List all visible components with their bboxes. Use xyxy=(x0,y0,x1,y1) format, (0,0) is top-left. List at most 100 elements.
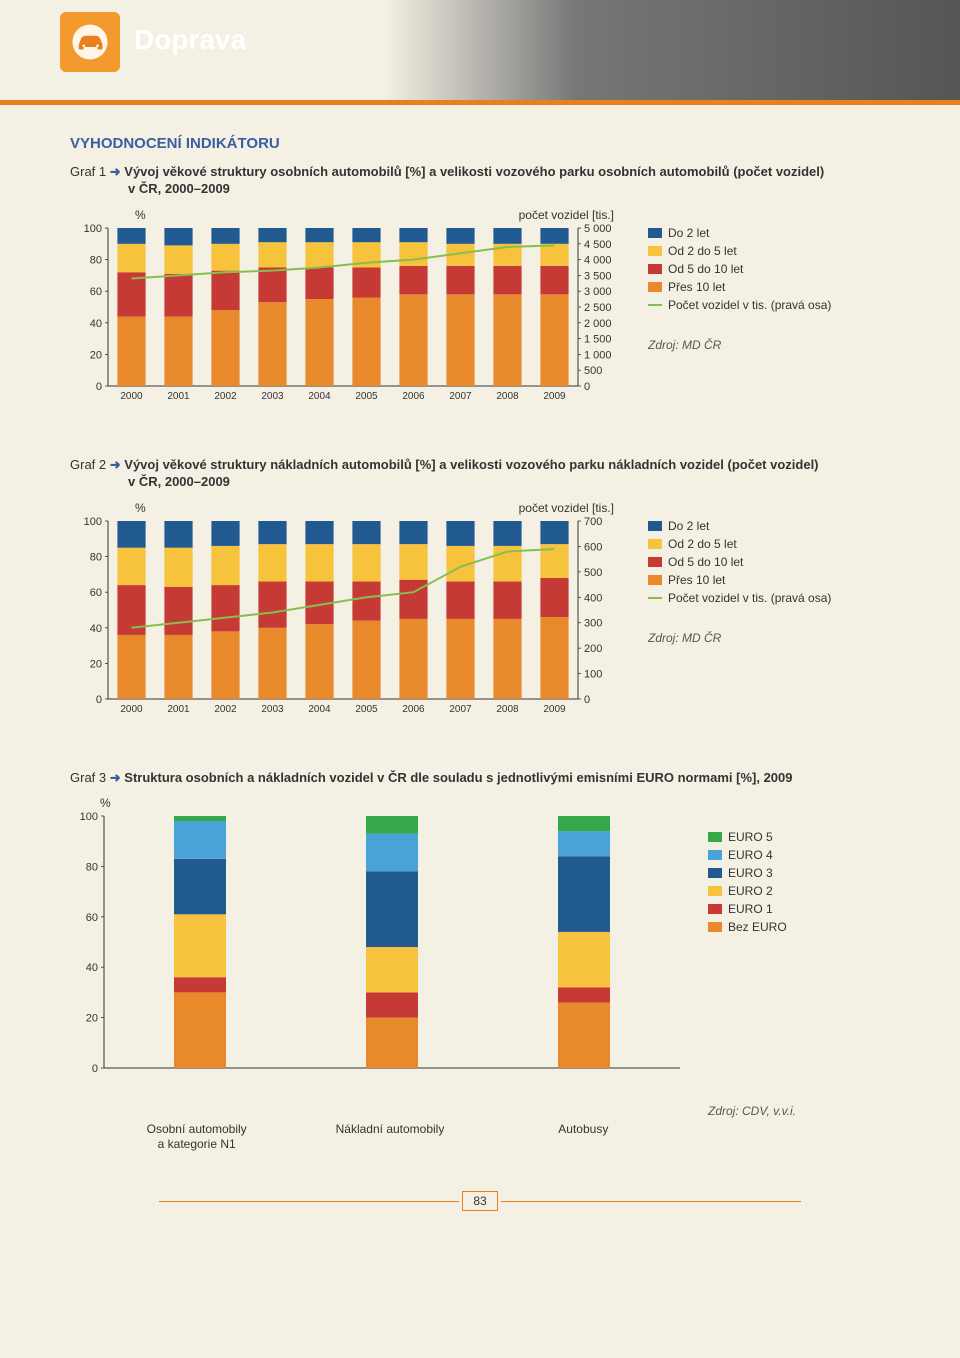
legend-item: Počet vozidel v tis. (pravá osa) xyxy=(648,298,890,312)
svg-text:2007: 2007 xyxy=(449,391,472,402)
legend-swatch xyxy=(708,832,722,842)
svg-text:60: 60 xyxy=(86,912,98,924)
legend-label: Od 2 do 5 let xyxy=(668,537,737,551)
legend-item: EURO 2 xyxy=(708,884,890,898)
svg-text:2007: 2007 xyxy=(449,704,472,715)
legend-item: Od 5 do 10 let xyxy=(648,555,890,569)
chart2-label: Graf 2 xyxy=(70,457,106,472)
chart3-x-label: Osobní automobilya kategorie N1 xyxy=(100,1122,293,1151)
svg-text:2001: 2001 xyxy=(167,391,190,402)
chart3-x-label: Nákladní automobily xyxy=(293,1122,486,1151)
svg-text:400: 400 xyxy=(584,592,602,604)
svg-text:2004: 2004 xyxy=(308,391,331,402)
legend-label: Přes 10 let xyxy=(668,573,725,587)
svg-text:600: 600 xyxy=(584,541,602,553)
svg-text:1 000: 1 000 xyxy=(584,349,612,361)
svg-text:3 500: 3 500 xyxy=(584,270,612,282)
svg-text:20: 20 xyxy=(86,1013,98,1025)
svg-text:500: 500 xyxy=(584,566,602,578)
car-icon xyxy=(60,12,120,72)
chart1-legend: Do 2 letOd 2 do 5 letOd 5 do 10 letPřes … xyxy=(630,226,890,352)
legend-swatch xyxy=(648,228,662,238)
legend-label: EURO 2 xyxy=(728,884,773,898)
arrow-icon: ➜ xyxy=(110,164,121,179)
svg-text:100: 100 xyxy=(84,224,102,235)
legend-item: Počet vozidel v tis. (pravá osa) xyxy=(648,591,890,605)
chart2-title: Vývoj věkové struktury nákladních automo… xyxy=(124,457,818,472)
legend-label: Počet vozidel v tis. (pravá osa) xyxy=(668,591,831,605)
svg-text:5 000: 5 000 xyxy=(584,224,612,235)
chart2-y-right-label: počet vozidel [tis.] xyxy=(519,501,620,515)
svg-text:2000: 2000 xyxy=(120,704,143,715)
page-number: 83 xyxy=(462,1191,497,1211)
svg-text:2003: 2003 xyxy=(261,391,284,402)
svg-text:2008: 2008 xyxy=(496,704,519,715)
chart2-wrap: % počet vozidel [tis.] 02040608010001002… xyxy=(70,501,890,720)
svg-text:2006: 2006 xyxy=(402,704,425,715)
svg-text:4 500: 4 500 xyxy=(584,239,612,251)
svg-text:80: 80 xyxy=(90,551,102,563)
legend-line-icon xyxy=(648,304,662,306)
legend-swatch xyxy=(648,539,662,549)
svg-text:2002: 2002 xyxy=(214,704,237,715)
svg-text:40: 40 xyxy=(86,963,98,975)
legend-item: Přes 10 let xyxy=(648,280,890,294)
chart3-title-line: Graf 3 ➜ Struktura osobních a nákladních… xyxy=(70,770,890,787)
page-footer: 83 xyxy=(0,1191,960,1223)
legend-item: Do 2 let xyxy=(648,519,890,533)
legend-item: Přes 10 let xyxy=(648,573,890,587)
chart1-svg: 02040608010005001 0001 5002 0002 5003 00… xyxy=(70,224,630,407)
svg-text:2 000: 2 000 xyxy=(584,318,612,330)
svg-text:2000: 2000 xyxy=(120,391,143,402)
chart2-legend: Do 2 let Od 2 do 5 let Od 5 do 10 let Přes … xyxy=(630,519,890,645)
legend-label: Do 2 let xyxy=(668,519,709,533)
legend-swatch xyxy=(648,557,662,567)
legend-label: Od 5 do 10 let xyxy=(668,555,743,569)
svg-text:40: 40 xyxy=(90,318,102,330)
svg-text:0: 0 xyxy=(584,381,590,393)
svg-text:2006: 2006 xyxy=(402,391,425,402)
chart1-title-line: Graf 1 ➜ Vývoj věkové struktury osobních… xyxy=(70,164,890,198)
chart1-y-left-label: % xyxy=(135,208,146,222)
legend-item: Do 2 let xyxy=(648,226,890,240)
chart3-title: Struktura osobních a nákladních vozidel … xyxy=(124,770,792,785)
svg-text:2005: 2005 xyxy=(355,704,378,715)
svg-text:500: 500 xyxy=(584,365,602,377)
chart3-wrap: % 020406080100 EURO 5EURO 4EURO 3EURO 2E… xyxy=(70,796,890,1151)
legend-item: EURO 3 xyxy=(708,866,890,880)
svg-text:80: 80 xyxy=(90,254,102,266)
svg-text:60: 60 xyxy=(90,587,102,599)
chart1-label: Graf 1 xyxy=(70,164,106,179)
chart1-source: Zdroj: MD ČR xyxy=(648,338,890,352)
legend-label: EURO 4 xyxy=(728,848,773,862)
legend-swatch xyxy=(708,904,722,914)
chart3-svg: 020406080100 xyxy=(70,812,690,1075)
svg-text:0: 0 xyxy=(96,381,102,393)
svg-text:0: 0 xyxy=(96,694,102,706)
chart2-title-line: Graf 2 ➜ Vývoj věkové struktury nákladní… xyxy=(70,457,890,491)
chart3-x-labels: Osobní automobilya kategorie N1Nákladní … xyxy=(100,1122,680,1151)
legend-label: Od 2 do 5 let xyxy=(668,244,737,258)
chart2-source: Zdroj: MD ČR xyxy=(648,631,890,645)
svg-text:1 500: 1 500 xyxy=(584,333,612,345)
svg-text:300: 300 xyxy=(584,617,602,629)
svg-text:2009: 2009 xyxy=(543,704,566,715)
legend-swatch xyxy=(648,521,662,531)
section-heading: VYHODNOCENÍ INDIKÁTORU xyxy=(70,135,890,152)
svg-text:40: 40 xyxy=(90,622,102,634)
svg-text:2001: 2001 xyxy=(167,704,190,715)
chart2-title-sub: v ČR, 2000–2009 xyxy=(128,474,890,491)
svg-text:100: 100 xyxy=(80,812,98,823)
chart3-label: Graf 3 xyxy=(70,770,106,785)
legend-label: EURO 3 xyxy=(728,866,773,880)
chart1-title: Vývoj věkové struktury osobních automobi… xyxy=(124,164,824,179)
chart1-title-sub: v ČR, 2000–2009 xyxy=(128,181,890,198)
legend-label: Do 2 let xyxy=(668,226,709,240)
chart2-y-left-label: % xyxy=(135,501,146,515)
content: VYHODNOCENÍ INDIKÁTORU Graf 1 ➜ Vývoj vě… xyxy=(0,105,960,1171)
legend-item: Od 2 do 5 let xyxy=(648,537,890,551)
chart3-x-label: Autobusy xyxy=(487,1122,680,1151)
legend-swatch xyxy=(708,850,722,860)
svg-text:2009: 2009 xyxy=(543,391,566,402)
svg-text:20: 20 xyxy=(90,349,102,361)
